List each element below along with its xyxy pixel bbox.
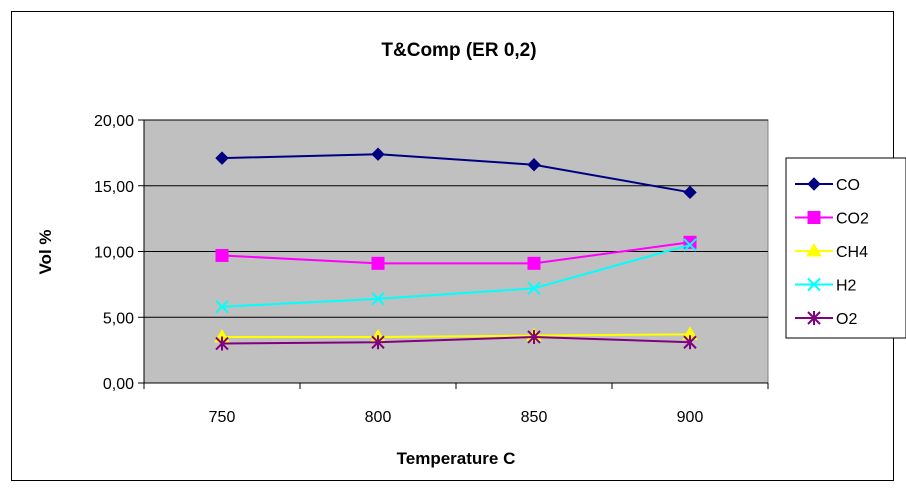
x-tick-label: 800 (365, 409, 392, 426)
legend-label: O2 (836, 311, 857, 328)
series-line-ch4 (222, 333, 691, 338)
x-axis-title: Temperature C (397, 449, 516, 468)
data-point-h2 (215, 300, 229, 314)
legend-label: H2 (836, 278, 857, 295)
series-line-o2 (221, 335, 691, 345)
data-point-co2 (371, 256, 385, 270)
series-line-h2 (221, 243, 691, 308)
y-tick-label: 15,00 (94, 179, 134, 196)
legend-box (785, 157, 906, 339)
data-point-co (215, 151, 229, 165)
x-tick-label: 750 (209, 409, 236, 426)
data-point-o2 (371, 335, 385, 350)
data-point-co2 (215, 248, 229, 262)
legend-marker-o2 (807, 311, 821, 325)
data-point-co (683, 185, 697, 200)
data-point-h2 (683, 238, 697, 252)
x-tick-label: 900 (677, 409, 704, 426)
data-point-co2 (527, 256, 541, 270)
legend-marker-co2 (807, 211, 821, 224)
y-tick-label: 5,00 (103, 310, 134, 327)
data-point-co (527, 158, 541, 172)
data-point-o2 (527, 329, 541, 344)
legend-marker-ch4 (806, 243, 822, 257)
y-tick-label: 0,00 (103, 376, 134, 393)
y-tick-label: 10,00 (94, 245, 134, 262)
legend-label: CO (836, 177, 860, 194)
chart-title: T&Comp (ER 0,2) (381, 40, 536, 61)
legend-marker-h2 (807, 277, 821, 292)
legend-item-h2: H2 (795, 278, 857, 295)
y-tick-label: 20,00 (94, 113, 134, 130)
data-point-h2 (527, 281, 541, 296)
legend-item-co: CO (795, 177, 860, 194)
data-point-co (371, 147, 385, 161)
x-tick-label: 850 (521, 409, 548, 426)
y-axis-title: Vol % (36, 229, 55, 274)
legend-label: CO2 (836, 211, 869, 228)
series-line-co2 (221, 241, 691, 265)
legend-item-ch4: CH4 (795, 243, 868, 261)
legend-item-co2: CO2 (795, 211, 869, 228)
data-point-h2 (371, 292, 385, 306)
legend-marker-co (807, 177, 821, 191)
data-point-o2 (215, 336, 229, 351)
legend-label: CH4 (836, 244, 868, 261)
legend-item-o2: O2 (795, 311, 857, 328)
series-line-co (221, 153, 691, 194)
data-point-o2 (683, 335, 697, 350)
